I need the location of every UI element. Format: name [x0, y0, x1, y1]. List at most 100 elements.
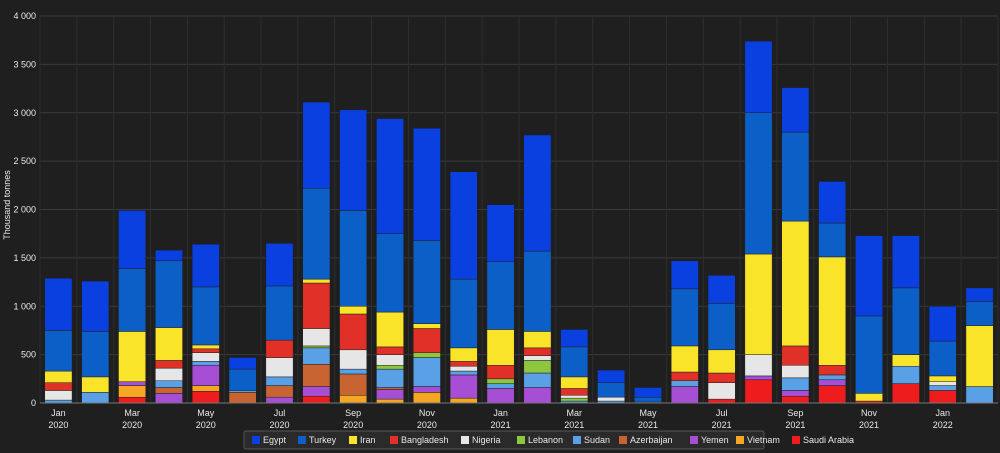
bar-segment: [376, 387, 404, 390]
bar-segment: [376, 389, 404, 400]
bar-segment: [670, 386, 699, 404]
legend-box: [243, 430, 765, 450]
bar-segment: [818, 181, 847, 224]
bar-segment: [523, 250, 552, 332]
legend-item[interactable]: Egypt: [252, 435, 287, 445]
bar-segment: [892, 354, 920, 367]
legend-swatch: [792, 436, 800, 444]
bar-segment: [44, 390, 73, 401]
y-axis-label: Thousand tonnes: [2, 170, 12, 240]
bar-segment: [155, 327, 183, 361]
bar-segment: [781, 395, 810, 404]
legend-swatch: [573, 436, 581, 444]
bar-segment: [118, 396, 146, 404]
bar-segment: [634, 396, 662, 403]
bar-segment: [781, 390, 810, 397]
bar-segment: [486, 365, 515, 380]
x-tick-label: 2021: [564, 420, 584, 430]
y-axis: 0 500 1 000 1 500 2 000 2 500 3 000 3 500 4 000: [13, 11, 36, 408]
bar-segment: [928, 340, 957, 377]
y-tick-label: 2 500: [13, 156, 36, 166]
x-tick-label: 2021: [638, 420, 658, 430]
bar-segment: [155, 249, 183, 262]
x-tick-label: 2020: [343, 420, 363, 430]
bar-segment: [191, 391, 220, 404]
bar-segment: [818, 365, 847, 376]
bar-segment: [855, 235, 883, 317]
bar-segment: [449, 278, 478, 349]
bar-segment: [118, 381, 146, 386]
bar-segment: [670, 288, 699, 347]
legend-item[interactable]: Iran: [349, 435, 376, 445]
legend-item[interactable]: Sudan: [573, 435, 610, 445]
x-tick-label: 2020: [122, 420, 142, 430]
legend-item[interactable]: Bangladesh: [390, 435, 449, 445]
bar-segment: [265, 396, 294, 404]
bar-segment: [781, 220, 810, 347]
bar-segment: [486, 388, 515, 404]
bar-segment: [265, 376, 294, 386]
legend-label: Yemen: [701, 435, 729, 445]
bar-segment: [965, 287, 994, 302]
bar-segment: [523, 355, 552, 361]
bar-segment: [118, 268, 146, 332]
bar-segment: [818, 256, 847, 366]
x-tick-label: Mar: [567, 408, 583, 418]
bar-segment: [191, 244, 220, 288]
x-tick-label: Nov: [861, 408, 878, 418]
x-tick-label: 2020: [48, 420, 68, 430]
x-tick-label: May: [639, 408, 657, 418]
legend-item[interactable]: Nigeria: [461, 435, 501, 445]
bar-segment: [449, 171, 478, 280]
legend-swatch: [461, 436, 469, 444]
bar-segment: [376, 398, 404, 404]
bar-segment: [191, 344, 220, 350]
bar-segment: [965, 386, 994, 404]
bar-segment: [744, 112, 773, 255]
bar-segment: [228, 390, 257, 393]
bar-segment: [191, 385, 220, 392]
bar-segment: [560, 388, 589, 396]
legend-item[interactable]: Azerbaijan: [619, 435, 673, 445]
x-tick-label: Jan: [51, 408, 66, 418]
legend-item[interactable]: Yemen: [690, 435, 729, 445]
x-tick-label: Jul: [716, 408, 728, 418]
bar-segment: [486, 204, 515, 262]
legend-label: Saudi Arabia: [803, 435, 854, 445]
bar-segment: [265, 385, 294, 398]
x-tick-label: May: [197, 408, 215, 418]
legend-swatch: [619, 436, 627, 444]
legend-label: Egypt: [263, 435, 287, 445]
bar-segment: [560, 346, 589, 378]
bar-segment: [523, 372, 552, 388]
legend-swatch: [690, 436, 698, 444]
bar-segment: [265, 339, 294, 358]
bar-segment: [818, 379, 847, 386]
bar-segment: [523, 387, 552, 404]
legend-swatch: [517, 436, 525, 444]
x-tick-label: Jan: [493, 408, 508, 418]
bar-segment: [191, 365, 220, 386]
bar-segment: [818, 222, 847, 258]
bar-segment: [560, 376, 589, 389]
bar-segment: [707, 349, 736, 374]
legend-item[interactable]: Saudi Arabia: [792, 435, 854, 445]
legend-swatch: [736, 436, 744, 444]
bar-segment: [302, 345, 331, 349]
x-tick-label: Mar: [124, 408, 140, 418]
bar-segment: [486, 261, 515, 330]
bar-segment: [670, 345, 699, 373]
legend-label: Lebanon: [528, 435, 563, 445]
bar-segment: [339, 395, 368, 404]
legend-item[interactable]: Lebanon: [517, 435, 563, 445]
x-axis: Jan 2020 Mar 2020 May 2020 Jul 2020 Sep 2020 Nov 20…: [40, 402, 998, 430]
legend-item[interactable]: Vietnam: [736, 435, 780, 445]
y-tick-label: 2 000: [13, 205, 36, 215]
bar-segment: [265, 357, 294, 378]
bar-segment: [855, 315, 883, 394]
bar-segment: [302, 347, 331, 365]
bar-segment: [339, 373, 368, 396]
legend-item[interactable]: Turkey: [298, 435, 337, 445]
legend-label: Bangladesh: [401, 435, 449, 445]
bar-segment: [376, 354, 404, 366]
